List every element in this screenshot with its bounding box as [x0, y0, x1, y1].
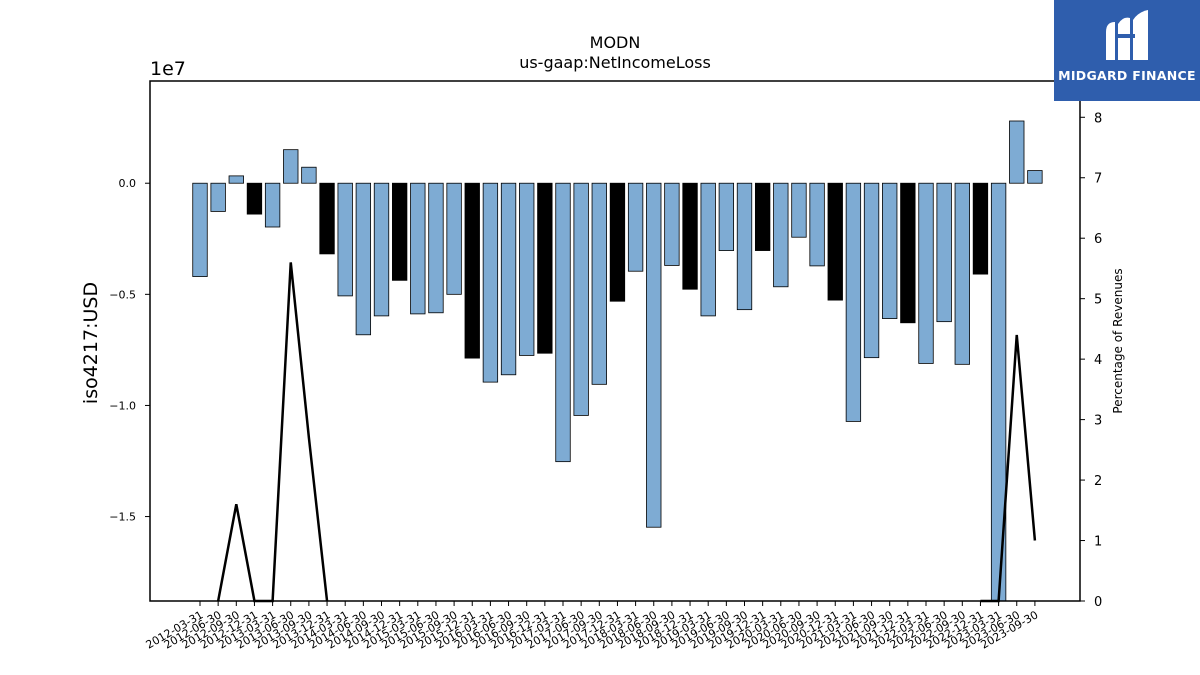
- y2-tick-label: 1: [1094, 535, 1102, 550]
- bar-2023-06-30: [1009, 120, 1025, 184]
- y-offset-label: 1e7: [150, 58, 186, 80]
- midgard-logo-icon: [1106, 10, 1148, 61]
- x-axis-ticks: 2012-03-312012-06-302012-09-302012-12-31…: [144, 601, 1040, 652]
- bar-2019-03-31: [700, 182, 716, 317]
- y2-tick-label: 7: [1094, 172, 1102, 187]
- bar-2021-06-30: [863, 182, 880, 359]
- bar-2022-03-31: [918, 182, 934, 364]
- plot-frame: [149, 80, 1081, 602]
- y-tick-label: −0.5: [109, 288, 136, 301]
- bar-2016-09-30: [519, 182, 535, 356]
- bar-2014-09-30: [373, 182, 390, 317]
- y-axis-ticks: 0.0 −0.5 −1.0 −1.5: [109, 177, 150, 524]
- y2-tick-label: 2: [1094, 474, 1102, 489]
- brand-logo: MIDGARD FINANCE: [1054, 0, 1200, 101]
- line-segment-0: [216, 262, 329, 603]
- y2-axis-ticks: 0 1 2 3 4 5 6 7 8: [1080, 111, 1102, 610]
- y2-tick-label: 5: [1094, 293, 1102, 308]
- bar-2020-12-31: [827, 182, 843, 301]
- bar-2012-12-31: [246, 182, 263, 215]
- bar-2012-09-30: [228, 175, 244, 184]
- bar-2015-12-31: [464, 182, 480, 359]
- bar-2013-06-30: [283, 149, 299, 184]
- bar-2014-12-31: [391, 182, 408, 281]
- bar-2021-12-31: [900, 182, 916, 324]
- brand-name: MIDGARD FINANCE: [1058, 68, 1196, 83]
- y2-tick-label: 0: [1094, 595, 1102, 610]
- bar-2012-06-30: [210, 182, 226, 212]
- bar-2019-12-31: [754, 182, 771, 251]
- bar-2017-03-31: [555, 182, 571, 463]
- line-segment-1: [980, 334, 1037, 603]
- bar-2018-09-30: [664, 182, 680, 266]
- y2-axis-label: Percentage of Revenues: [1111, 268, 1125, 413]
- y-tick-label: 0.0: [119, 177, 137, 190]
- chart-subtitle: us-gaap:NetIncomeLoss: [519, 53, 711, 72]
- bar-2015-06-30: [428, 182, 444, 314]
- bar-2017-09-30: [591, 182, 607, 385]
- y-axis-label: iso4217:USD: [80, 282, 102, 404]
- bar-2022-12-31: [972, 182, 989, 275]
- y-tick-label: −1.0: [109, 399, 136, 412]
- chart-title: MODN: [590, 33, 641, 52]
- y2-tick-label: 8: [1094, 111, 1102, 126]
- bar-2015-09-30: [446, 182, 462, 295]
- bar-2018-06-30: [646, 182, 662, 528]
- bar-2016-06-30: [500, 182, 517, 376]
- bar-2016-03-31: [482, 182, 499, 383]
- bar-2020-03-31: [773, 182, 789, 288]
- bar-2020-09-30: [809, 182, 825, 267]
- bar-2022-09-30: [954, 182, 970, 365]
- bar-2023-09-30: [1027, 170, 1043, 184]
- y2-tick-label: 3: [1094, 414, 1102, 429]
- bar-2016-12-31: [537, 182, 553, 354]
- bar-2020-06-30: [791, 182, 807, 238]
- bar-2013-09-30: [301, 166, 317, 184]
- bar-2021-03-31: [845, 182, 862, 422]
- bar-2018-03-31: [627, 182, 644, 272]
- bar-2019-06-30: [718, 182, 735, 251]
- bar-2013-03-31: [264, 182, 281, 228]
- bar-2018-12-31: [682, 182, 698, 290]
- y2-tick-label: 6: [1094, 232, 1102, 247]
- bar-2019-09-30: [736, 182, 753, 311]
- bar-2014-03-31: [337, 182, 353, 297]
- y-tick-label: −1.5: [109, 511, 136, 524]
- y2-tick-label: 4: [1094, 353, 1102, 368]
- bar-2017-12-31: [609, 182, 626, 302]
- bar-2017-06-30: [573, 182, 589, 416]
- bar-2014-06-30: [355, 182, 372, 336]
- bar-2013-12-31: [319, 182, 335, 255]
- bar-2021-09-30: [882, 182, 898, 319]
- bar-2015-03-31: [410, 182, 426, 315]
- bar-2012-03-31: [192, 182, 208, 277]
- bar-2022-06-30: [936, 182, 952, 323]
- bars: [192, 120, 1043, 602]
